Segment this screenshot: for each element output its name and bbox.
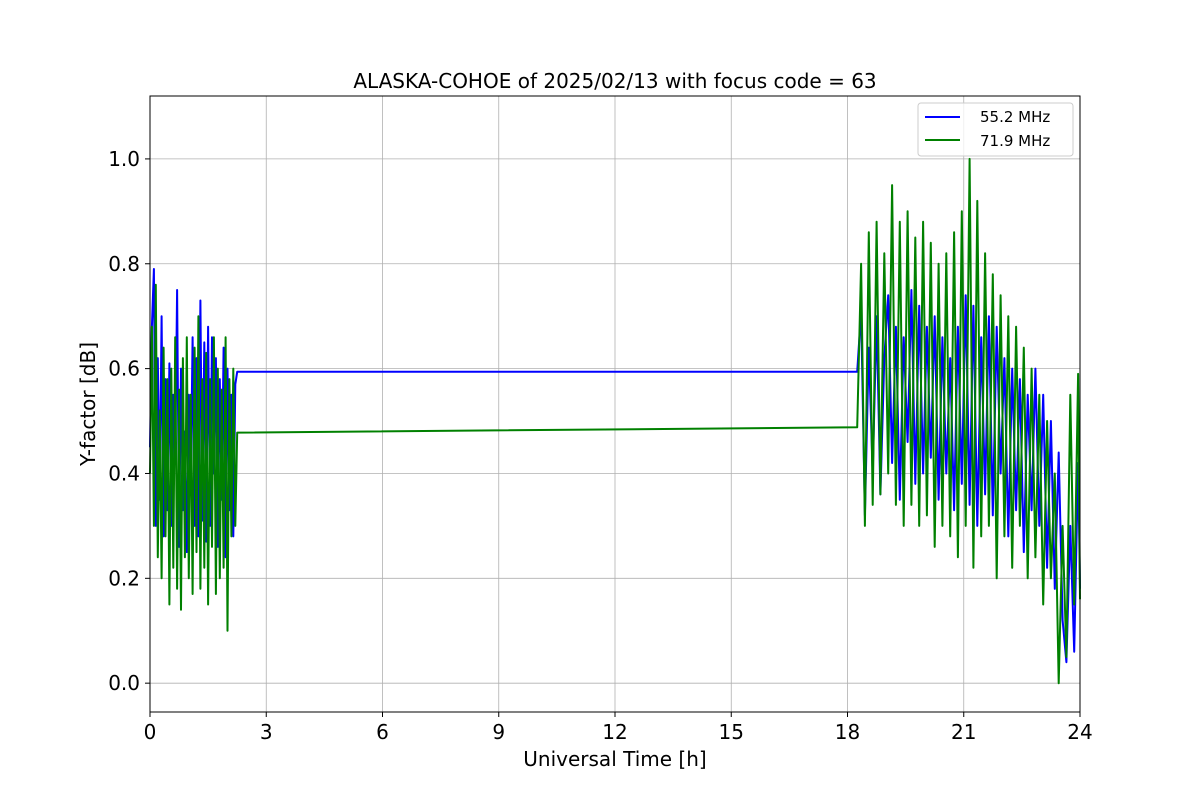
x-tick-label: 6 <box>376 720 389 744</box>
series-line-71-9-mhz <box>149 157 1081 685</box>
y-tick-label: 1.0 <box>108 147 140 171</box>
x-tick-label: 3 <box>260 720 273 744</box>
ticks: 0 3 6 9 12 15 18 21 24 0.0 0.2 0.4 0.6 0.8 1.0 <box>108 147 1093 744</box>
x-tick-label: 15 <box>719 720 744 744</box>
x-tick-label: 18 <box>835 720 860 744</box>
y-tick-label: 0.0 <box>108 671 140 695</box>
x-tick-label: 12 <box>602 720 627 744</box>
legend-label-55-2-mhz: 55.2 MHz <box>980 108 1050 126</box>
y-tick-label: 0.2 <box>108 566 140 590</box>
y-tick-label: 0.8 <box>108 252 140 276</box>
y-tick-label: 0.6 <box>108 357 140 381</box>
x-axis-label: Universal Time [h] <box>523 747 706 771</box>
y-axis-label: Y-factor [dB] <box>76 342 100 467</box>
y-tick-label: 0.4 <box>108 461 140 485</box>
legend-label-71-9-mhz: 71.9 MHz <box>980 132 1050 150</box>
legend: 55.2 MHz 71.9 MHz <box>917 102 1074 157</box>
series-layer <box>149 157 1081 685</box>
x-tick-label: 21 <box>951 720 976 744</box>
x-tick-label: 0 <box>144 720 157 744</box>
x-tick-label: 9 <box>492 720 505 744</box>
x-tick-label: 24 <box>1067 720 1092 744</box>
chart-title: ALASKA-COHOE of 2025/02/13 with focus co… <box>353 69 876 93</box>
